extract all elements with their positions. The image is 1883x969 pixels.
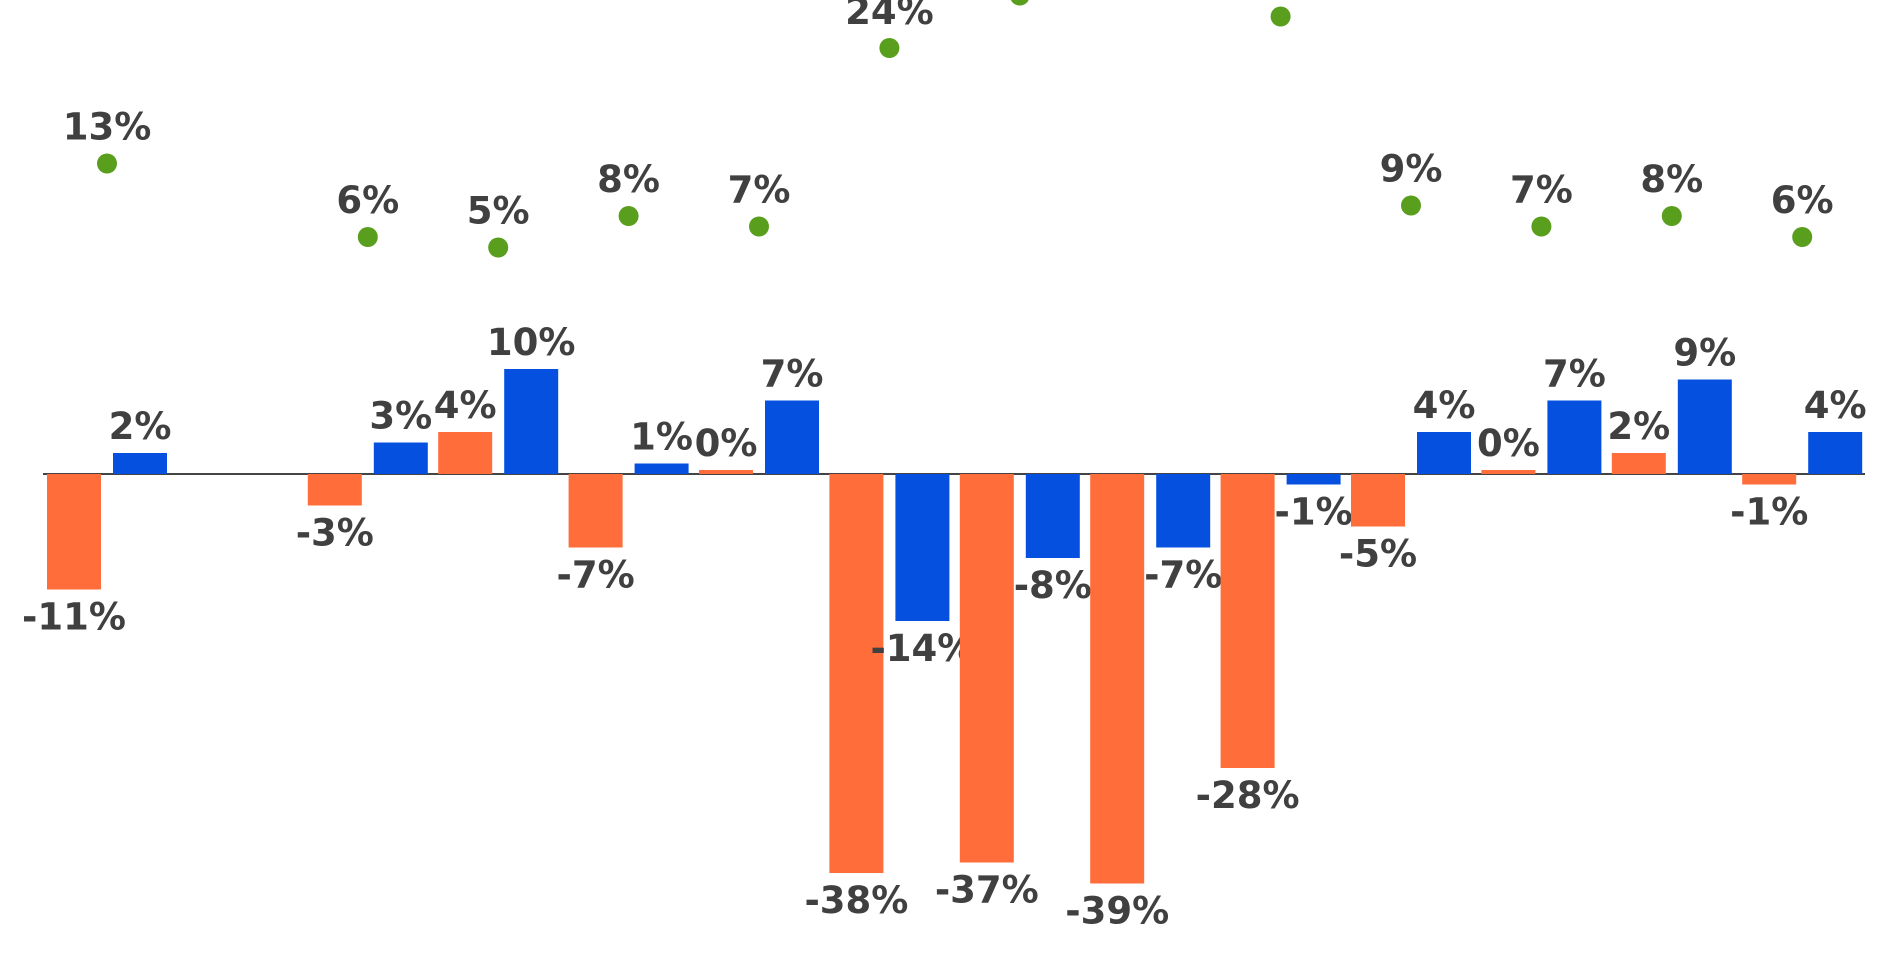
dot-g12 bbox=[1661, 206, 1682, 226]
bar-s0-g6 bbox=[829, 474, 884, 873]
bar-s1-g12 bbox=[1677, 379, 1732, 474]
bar-label-s1-g10: 4% bbox=[1413, 384, 1476, 427]
bar-label-s1-g4: 1% bbox=[630, 416, 693, 459]
dot-g10 bbox=[1401, 195, 1421, 216]
dot-label-g10: 9% bbox=[1380, 148, 1443, 191]
bar-label-s1-g5: 7% bbox=[761, 353, 824, 396]
bar-label-s0-g5: 0% bbox=[695, 422, 758, 465]
bar-label-s1-g11: 7% bbox=[1543, 353, 1606, 396]
dot-g3 bbox=[488, 237, 509, 258]
bar-label-s1-g12: 9% bbox=[1673, 332, 1736, 375]
bar-s1-g11 bbox=[1547, 400, 1602, 474]
bar-s0-g9 bbox=[1220, 474, 1275, 768]
bar-label-s0-g11: 0% bbox=[1477, 422, 1540, 465]
bar-s1-g2 bbox=[373, 442, 428, 474]
bar-label-s0-g10: -5% bbox=[1339, 533, 1417, 576]
bar-s0-g10 bbox=[1351, 474, 1405, 527]
dot-label-g5: 7% bbox=[728, 169, 791, 212]
bar-s1-g6 bbox=[895, 474, 950, 621]
dot-label-g0: 13% bbox=[63, 106, 152, 149]
bar-label-s1-g13: 4% bbox=[1804, 384, 1867, 427]
dot-g6 bbox=[879, 38, 900, 58]
dot-label-g3: 5% bbox=[467, 190, 530, 233]
dot-label-g11: 7% bbox=[1510, 169, 1573, 212]
bar-s0-g13 bbox=[1742, 474, 1797, 485]
bar-s0-g5 bbox=[699, 470, 753, 474]
bar-label-s0-g6: -38% bbox=[804, 879, 908, 922]
bar-s0-g2 bbox=[307, 474, 362, 506]
bar-label-s1-g6: -14% bbox=[870, 627, 974, 670]
bar-label-s0-g9: -28% bbox=[1196, 774, 1300, 817]
dot-g5 bbox=[749, 216, 769, 237]
bar-label-s0-g8: -39% bbox=[1065, 890, 1169, 933]
bar-s0-g8 bbox=[1090, 474, 1145, 884]
bar-s1-g4 bbox=[634, 463, 689, 474]
dot-g0 bbox=[97, 153, 117, 174]
bar-label-s0-g12: 2% bbox=[1607, 405, 1670, 448]
bar-s0-g11 bbox=[1481, 470, 1536, 474]
bar-s0-g12 bbox=[1611, 453, 1666, 474]
bar-s1-g8 bbox=[1156, 474, 1211, 548]
bar-label-s1-g0: 2% bbox=[109, 405, 172, 448]
dot-g4 bbox=[618, 206, 639, 226]
bar-s1-g9 bbox=[1286, 474, 1341, 485]
bar-s1-g10 bbox=[1417, 432, 1471, 474]
dot-g11 bbox=[1531, 216, 1552, 237]
bar-label-s0-g4: -7% bbox=[557, 554, 635, 597]
bar-s1-g5 bbox=[765, 400, 819, 474]
bar-label-s1-g9: -1% bbox=[1275, 491, 1353, 534]
bar-label-s0-g13: -1% bbox=[1730, 491, 1808, 534]
bar-s1-g7 bbox=[1025, 474, 1080, 558]
bar-s1-g13 bbox=[1808, 432, 1863, 474]
dot-label-g6: 24% bbox=[845, 0, 934, 33]
bar-label-s0-g7: -37% bbox=[935, 869, 1039, 912]
dot-g9 bbox=[1270, 6, 1291, 27]
dot-label-g4: 8% bbox=[597, 158, 660, 201]
bar-s1-g0 bbox=[113, 453, 167, 474]
bar-label-s1-g8: -7% bbox=[1144, 554, 1222, 597]
dot-label-g9: 27% bbox=[1236, 0, 1325, 2]
bar-s0-g3 bbox=[438, 432, 493, 474]
dot-g7 bbox=[1010, 0, 1029, 6]
bar-s0-g0 bbox=[47, 474, 101, 590]
bar-s0-g7 bbox=[959, 474, 1014, 863]
dot-label-g13: 6% bbox=[1771, 179, 1834, 222]
bar-label-s1-g7: -8% bbox=[1014, 564, 1092, 607]
bar-label-s0-g0: -11% bbox=[22, 596, 126, 639]
dot-label-g12: 8% bbox=[1640, 158, 1703, 201]
dot-label-g2: 6% bbox=[336, 179, 399, 222]
bar-label-s1-g3: 10% bbox=[487, 321, 576, 364]
bar-label-s1-g2: 3% bbox=[369, 395, 432, 438]
bar-s0-g4 bbox=[568, 474, 623, 548]
bar-label-s0-g2: -3% bbox=[296, 512, 374, 555]
dot-g13 bbox=[1792, 227, 1813, 247]
dot-g2 bbox=[357, 227, 378, 247]
bar-s1-g3 bbox=[504, 369, 559, 474]
bar-label-s0-g3: 4% bbox=[434, 384, 497, 427]
